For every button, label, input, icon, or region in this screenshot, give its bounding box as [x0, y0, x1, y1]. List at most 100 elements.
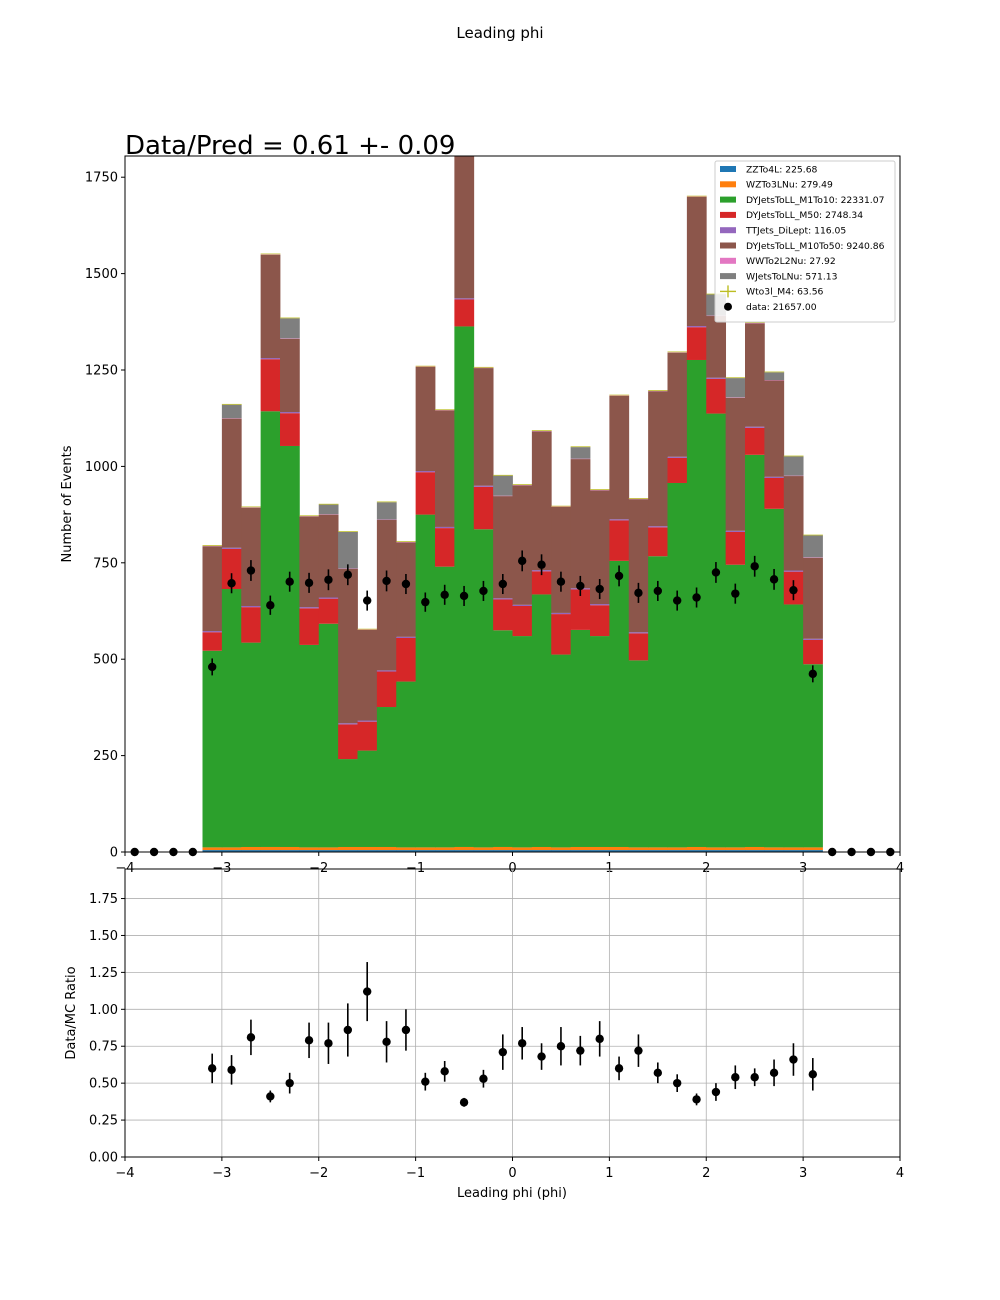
bar-dyjetstoll-m10to50-bin-4 — [202, 546, 223, 632]
ratio-point-1 — [227, 1065, 236, 1075]
ratio-point-12 — [440, 1067, 449, 1076]
bar-dyjetstoll-m1to10-bin-21 — [531, 594, 552, 847]
bar-wto3l-m4-bin-31 — [725, 377, 746, 379]
bar-zzto4l-bin-4 — [202, 850, 223, 852]
bar-dyjetstoll-m1to10-bin-27 — [648, 556, 668, 848]
data-point-24 — [595, 584, 604, 594]
bar-wzto3lnu-bin-35 — [803, 847, 823, 851]
bar-wjetstolnu-bin-34 — [783, 456, 804, 476]
bar-zzto4l-bin-34 — [783, 850, 804, 852]
bar-dyjetstoll-m1to10-bin-20 — [512, 636, 533, 848]
legend-label-5: DYJetsToLL_M10To50: 9240.86 — [746, 241, 885, 252]
data-point-21 — [537, 560, 546, 569]
ratio-point-22 — [634, 1046, 643, 1055]
data-point-4 — [207, 662, 217, 672]
data-point-11 — [343, 570, 353, 579]
bar-dyjetstoll-m50-bin-11 — [338, 724, 358, 760]
ratio-point-0 — [207, 1064, 217, 1073]
bar-zzto4l-bin-20 — [512, 850, 533, 852]
main-ytick-label-4: 1000 — [85, 460, 118, 475]
ratio-point-5 — [304, 1036, 314, 1045]
data-point-16 — [440, 590, 449, 600]
legend-swatch-2 — [720, 196, 736, 203]
bar-ttjets-dilept-bin-16 — [435, 526, 455, 529]
legend-swatch-7 — [720, 273, 736, 280]
bar-dyjetstoll-m1to10-bin-18 — [473, 529, 494, 848]
ratio-ytick-label-0: 0.00 — [89, 1151, 118, 1166]
bar-dyjetstoll-m50-bin-19 — [493, 599, 513, 631]
bar-wto3l-m4-bin-21 — [531, 430, 552, 431]
bar-dyjetstoll-m50-bin-12 — [357, 721, 378, 751]
ratio-point-16 — [517, 1039, 527, 1048]
ratio-x-ticks: −4 −3 −2 −1 0 1 2 3 4 — [115, 1157, 904, 1181]
bar-wzto3lnu-bin-17 — [454, 846, 475, 851]
bar-zzto4l-bin-11 — [338, 850, 358, 852]
ratio-point-21 — [614, 1064, 624, 1073]
legend-label-4: TTJets_DiLept: 116.05 — [745, 226, 846, 237]
legend-box — [714, 160, 896, 323]
main-ytick-label-0: 0 — [110, 846, 118, 861]
bar-zzto4l-bin-35 — [803, 850, 823, 852]
bar-wjetstolnu-bin-13 — [376, 502, 397, 520]
ratio-ytick-label-3: 0.75 — [89, 1040, 118, 1055]
bar-dyjetstoll-m10to50-bin-17 — [454, 156, 475, 299]
bar-dyjetstoll-m1to10-bin-11 — [338, 759, 358, 847]
bar-zzto4l-bin-28 — [667, 850, 688, 852]
bar-dyjetstoll-m10to50-bin-19 — [493, 496, 513, 599]
data-point-27 — [653, 586, 663, 596]
bar-wto3l-m4-bin-27 — [648, 390, 668, 391]
bar-ttjets-dilept-bin-20 — [512, 604, 533, 606]
bar-dyjetstoll-m10to50-bin-31 — [725, 397, 746, 531]
bar-zzto4l-bin-27 — [648, 850, 668, 852]
data-point-8 — [285, 577, 294, 586]
data-point-35 — [808, 669, 818, 679]
bar-dyjetstoll-m1to10-bin-5 — [221, 589, 242, 848]
bar-wto3l-m4-bin-7 — [260, 253, 281, 255]
data-point-26 — [634, 588, 643, 598]
bar-wjetstolnu-bin-23 — [570, 447, 591, 459]
bar-wto3l-m4-bin-4 — [202, 545, 223, 546]
bar-wto3l-m4-bin-24 — [590, 489, 610, 490]
bar-zzto4l-bin-6 — [241, 850, 262, 852]
bar-wto3l-m4-bin-33 — [764, 371, 785, 373]
ratio-point-9 — [382, 1037, 391, 1047]
bar-zzto4l-bin-12 — [357, 850, 378, 852]
ratio-ytick-label-4: 1.00 — [89, 1003, 118, 1018]
data-point-31 — [731, 589, 740, 598]
bar-wzto3lnu-bin-20 — [512, 847, 533, 851]
bar-wto3l-m4-bin-13 — [376, 501, 397, 503]
bar-wto3l-m4-bin-5 — [221, 403, 242, 405]
bar-zzto4l-bin-16 — [435, 850, 455, 852]
figure-title: Leading phi — [456, 24, 543, 42]
bar-zzto4l-bin-7 — [260, 850, 281, 852]
main-y-axis-label: Number of Events — [60, 445, 75, 562]
bar-wzto3lnu-bin-26 — [628, 847, 649, 851]
bar-dyjetstoll-m1to10-bin-25 — [609, 560, 630, 847]
bar-wto3l-m4-bin-26 — [628, 498, 649, 499]
data-point-17 — [459, 591, 469, 601]
ratio-point-13 — [459, 1098, 469, 1107]
main-ytick-label-1: 250 — [93, 749, 118, 764]
bar-dyjetstoll-m50-bin-24 — [590, 605, 610, 637]
stacked-bars — [202, 156, 823, 852]
bar-wzto3lnu-bin-5 — [221, 847, 242, 851]
ratio-xtick-label-7: 3 — [799, 1166, 807, 1181]
bar-dyjetstoll-m50-bin-33 — [764, 477, 785, 509]
ratio-point-27 — [731, 1073, 740, 1082]
bar-ttjets-dilept-bin-31 — [725, 530, 746, 532]
legend-label-9: data: 21657.00 — [746, 302, 817, 313]
ratio-point-23 — [653, 1068, 663, 1078]
bar-wzto3lnu-bin-33 — [764, 847, 785, 851]
ratio-point-28 — [750, 1073, 759, 1082]
bar-zzto4l-bin-31 — [725, 850, 746, 852]
bar-zzto4l-bin-22 — [551, 850, 572, 852]
bar-dyjetstoll-m50-bin-14 — [396, 637, 417, 682]
data-point-18 — [479, 586, 488, 596]
bar-dyjetstoll-m10to50-bin-9 — [299, 516, 320, 608]
data-point-10 — [324, 575, 333, 584]
data-pred-annotation: Data/Pred = 0.61 +- 0.09 — [125, 131, 455, 161]
bar-wzto3lnu-bin-4 — [202, 847, 223, 851]
data-point-25 — [614, 571, 624, 581]
bar-wjetstolnu-bin-33 — [764, 372, 785, 381]
bar-wzto3lnu-bin-6 — [241, 846, 262, 851]
